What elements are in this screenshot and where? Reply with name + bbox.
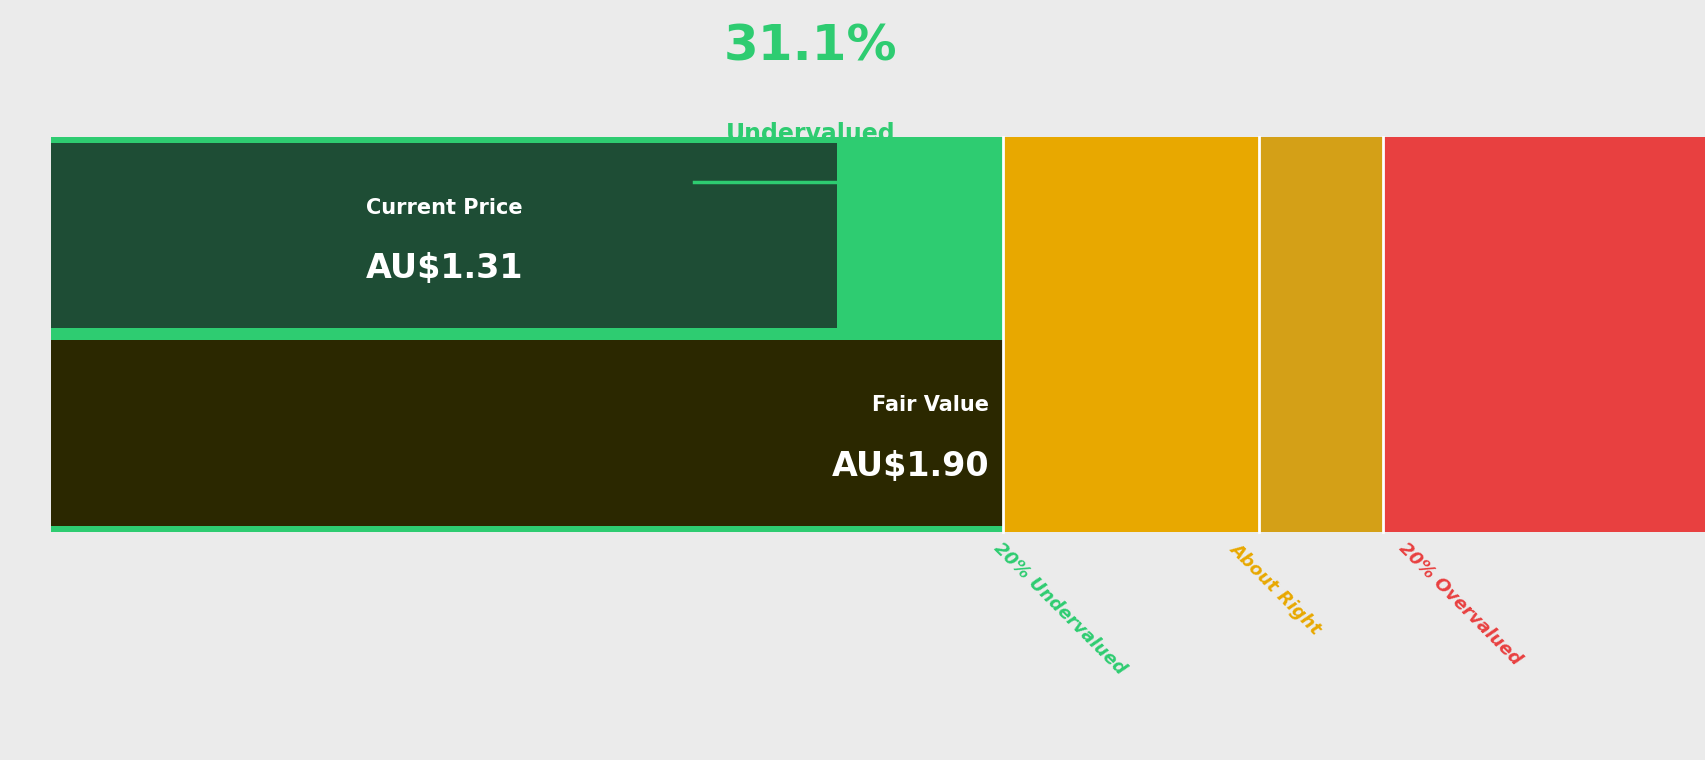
Bar — [51, 143, 837, 328]
Text: Current Price: Current Price — [365, 198, 522, 218]
Text: Fair Value: Fair Value — [871, 395, 989, 416]
Text: Undervalued: Undervalued — [725, 122, 895, 146]
Text: 20% Undervalued: 20% Undervalued — [989, 540, 1129, 679]
Bar — [1258, 137, 1383, 532]
Text: AU$1.90: AU$1.90 — [830, 450, 989, 483]
Text: 20% Overvalued: 20% Overvalued — [1395, 540, 1524, 670]
Text: 31.1%: 31.1% — [723, 23, 897, 71]
Bar — [51, 137, 1003, 532]
Text: AU$1.31: AU$1.31 — [365, 252, 523, 286]
Bar — [1383, 137, 1705, 532]
Text: About Right: About Right — [1226, 540, 1325, 638]
Bar — [1003, 137, 1258, 532]
Bar — [51, 340, 1003, 526]
